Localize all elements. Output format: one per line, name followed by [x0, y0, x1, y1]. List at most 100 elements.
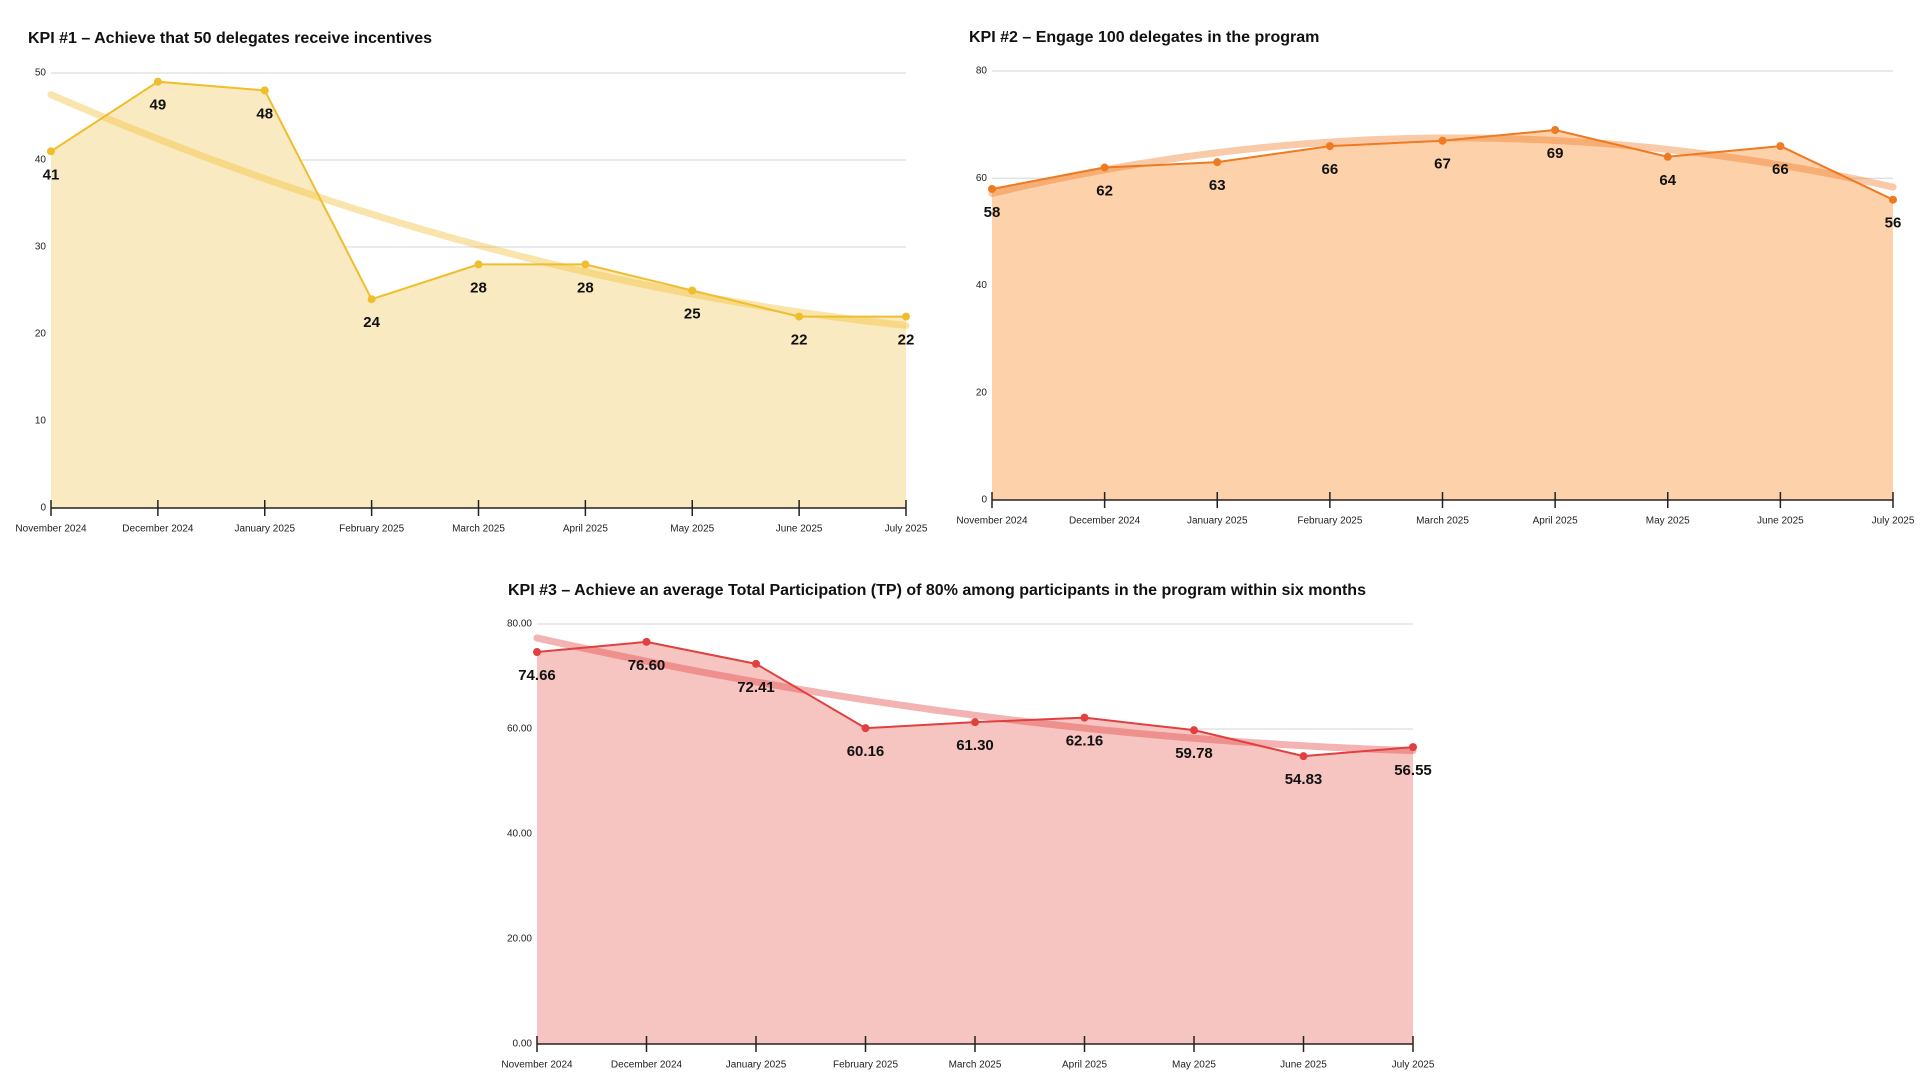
data-point: [1213, 158, 1222, 167]
y-tick-label: 40: [976, 280, 988, 291]
data-label: 66: [1772, 161, 1789, 178]
data-label: 61.30: [956, 737, 994, 754]
trendline: [533, 634, 1417, 755]
data-point: [861, 724, 870, 733]
data-label: 76.60: [628, 657, 666, 674]
data-point: [795, 312, 804, 321]
chart-title: KPI #3 – Achieve an average Total Partic…: [508, 582, 1366, 599]
x-tick-label: June 2025: [1757, 516, 1804, 527]
data-point: [1409, 743, 1417, 752]
data-label: 28: [470, 279, 487, 296]
x-tick-label: November 2024: [501, 1060, 573, 1071]
data-point: [1663, 152, 1672, 161]
y-tick-label: 20: [976, 387, 988, 398]
data-point: [533, 648, 541, 657]
data-point: [988, 184, 996, 193]
data-point: [1889, 195, 1897, 204]
data-label: 63: [1209, 177, 1226, 194]
data-label: 74.66: [518, 667, 556, 684]
data-point: [642, 637, 651, 646]
trendline: [47, 91, 910, 330]
data-point: [1299, 752, 1308, 761]
x-tick-label: July 2025: [1872, 516, 1915, 527]
data-point: [474, 260, 483, 269]
x-tick-label: May 2025: [1172, 1060, 1216, 1071]
x-tick-label: April 2025: [1533, 516, 1578, 527]
data-point: [902, 312, 910, 321]
data-label: 48: [256, 105, 273, 122]
data-point: [260, 86, 269, 95]
data-label: 72.41: [737, 679, 775, 696]
y-tick-label: 0: [40, 503, 46, 514]
data-point: [688, 286, 697, 295]
x-tick-label: February 2025: [833, 1060, 898, 1071]
x-tick-label: November 2024: [15, 524, 87, 535]
data-label: 59.78: [1175, 745, 1213, 762]
x-tick-label: February 2025: [1297, 516, 1362, 527]
area-fill: [992, 129, 1893, 501]
data-point: [581, 260, 590, 269]
y-tick-label: 0.00: [513, 1039, 533, 1050]
data-label: 49: [150, 97, 167, 114]
data-point: [367, 295, 376, 304]
x-tick-label: April 2025: [563, 524, 608, 535]
y-tick-label: 10: [35, 416, 47, 427]
data-label: 22: [898, 332, 915, 349]
data-label: 60.16: [847, 743, 885, 760]
data-point: [1080, 713, 1089, 722]
data-point: [1190, 726, 1198, 735]
data-point: [153, 77, 162, 86]
data-label: 41: [43, 166, 60, 183]
data-point: [1438, 136, 1447, 145]
data-point: [1325, 142, 1334, 151]
x-tick-label: April 2025: [1062, 1060, 1107, 1071]
data-label: 62: [1096, 182, 1113, 199]
x-tick-label: May 2025: [670, 524, 714, 535]
data-label: 67: [1434, 156, 1451, 173]
x-tick-label: November 2024: [956, 516, 1028, 527]
y-tick-label: 60.00: [507, 724, 532, 735]
chart-title: KPI #1 – Achieve that 50 delegates recei…: [28, 30, 432, 47]
data-label: 56: [1885, 215, 1902, 232]
data-point: [1100, 163, 1109, 172]
data-label: 54.83: [1285, 771, 1323, 788]
data-label: 69: [1547, 145, 1564, 162]
y-tick-label: 80.00: [507, 619, 532, 630]
x-tick-label: December 2024: [122, 524, 194, 535]
data-point: [1776, 142, 1785, 151]
data-label: 56.55: [1394, 762, 1432, 779]
x-tick-label: July 2025: [1392, 1060, 1435, 1071]
data-label: 25: [684, 305, 701, 322]
y-tick-label: 80: [976, 66, 988, 77]
y-tick-label: 20: [35, 329, 47, 340]
data-point: [752, 659, 760, 668]
x-tick-label: March 2025: [1416, 516, 1469, 527]
y-tick-label: 50: [35, 68, 47, 79]
y-tick-label: 40: [35, 155, 47, 166]
x-tick-label: December 2024: [1069, 516, 1141, 527]
data-label: 24: [363, 314, 380, 331]
data-label: 62.16: [1066, 733, 1104, 750]
y-tick-label: 30: [35, 242, 47, 253]
data-point: [1551, 125, 1560, 134]
area-fill: [537, 641, 1413, 1044]
y-tick-label: 40.00: [507, 829, 532, 840]
x-tick-label: December 2024: [611, 1060, 683, 1071]
x-tick-label: February 2025: [339, 524, 404, 535]
y-tick-label: 20.00: [507, 934, 532, 945]
area-fill: [51, 81, 906, 508]
y-tick-label: 0: [981, 495, 987, 506]
x-tick-label: May 2025: [1646, 516, 1690, 527]
x-tick-label: June 2025: [1280, 1060, 1327, 1071]
x-tick-label: January 2025: [726, 1060, 787, 1071]
data-label: 66: [1322, 161, 1339, 178]
x-tick-label: March 2025: [452, 524, 505, 535]
data-label: 58: [984, 204, 1001, 221]
data-label: 64: [1659, 172, 1676, 189]
x-tick-label: March 2025: [949, 1060, 1002, 1071]
data-point: [47, 147, 55, 156]
data-label: 28: [577, 279, 594, 296]
x-tick-label: January 2025: [1187, 516, 1248, 527]
